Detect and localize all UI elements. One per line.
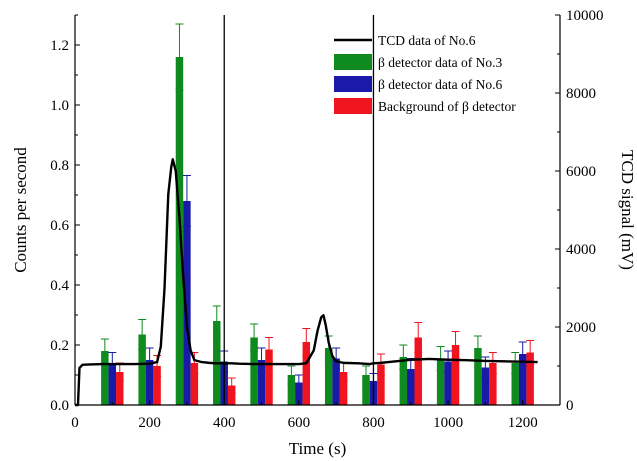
y2-tick-label: 10000: [566, 8, 604, 24]
legend-label: TCD data of No.6: [378, 33, 476, 48]
y-tick-label: 1.2: [50, 38, 69, 54]
x-axis-title: Time (s): [289, 439, 346, 458]
legend-swatch: [334, 54, 372, 70]
y-tick-label: 1.0: [50, 98, 69, 114]
y2-tick-label: 6000: [566, 164, 596, 180]
y-tick-label: 0.0: [50, 398, 69, 414]
y-tick-label: 0.6: [50, 218, 69, 234]
legend-label: β detector data of No.3: [378, 55, 502, 70]
x-tick-label: 800: [362, 415, 385, 431]
y2-tick-label: 0: [566, 398, 574, 414]
y-axis-title: Counts per second: [11, 147, 30, 273]
legend-swatch: [334, 98, 372, 114]
y-tick-label: 0.4: [50, 278, 69, 294]
x-tick-label: 400: [213, 415, 236, 431]
x-tick-label: 0: [71, 415, 79, 431]
y-tick-label: 0.8: [50, 158, 69, 174]
legend-label: β detector data of No.6: [378, 77, 502, 92]
y2-tick-label: 4000: [566, 242, 596, 258]
x-tick-label: 200: [138, 415, 161, 431]
y2-tick-label: 2000: [566, 320, 596, 336]
y-tick-label: 0.2: [50, 338, 69, 354]
legend-swatch: [334, 76, 372, 92]
y2-axis-title: TCD signal (mV): [618, 150, 637, 270]
x-tick-label: 600: [288, 415, 311, 431]
legend-label: Background of β detector: [378, 99, 516, 114]
x-tick-label: 1200: [508, 415, 538, 431]
x-tick-label: 1000: [433, 415, 463, 431]
legend: TCD data of No.6 β detector data of No.3 β…: [334, 33, 516, 114]
y2-tick-label: 8000: [566, 86, 596, 102]
